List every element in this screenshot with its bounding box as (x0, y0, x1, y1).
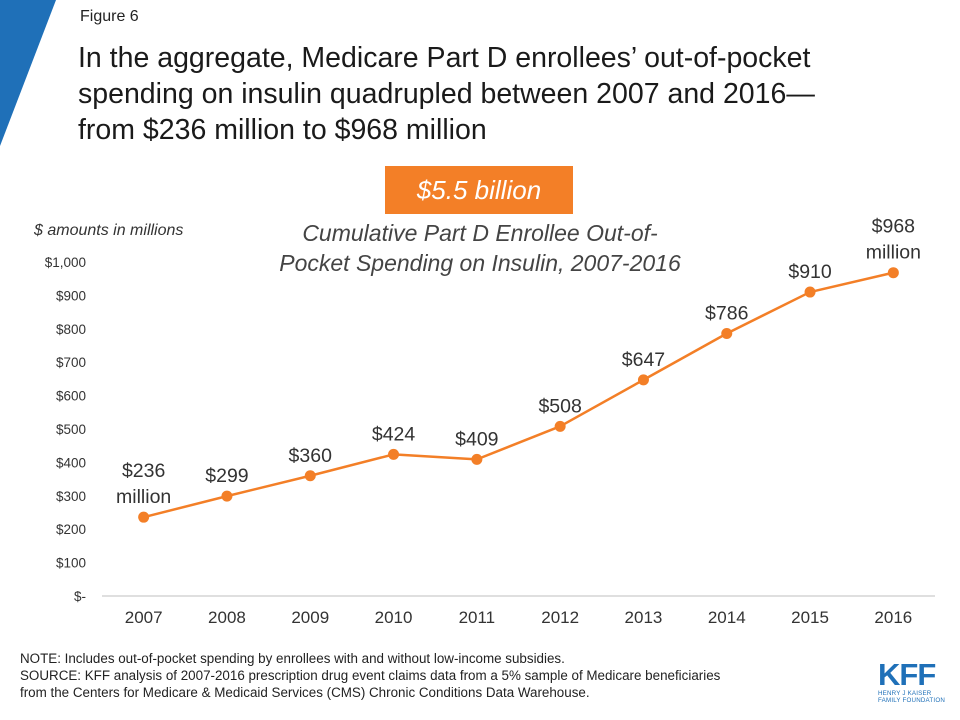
y-tick-label: $800 (56, 322, 86, 337)
y-tick-label: $100 (56, 556, 86, 571)
source-line: from the Centers for Medicare & Medicaid… (20, 685, 590, 700)
data-label: $236 (122, 460, 165, 482)
y-tick-label: $1,000 (45, 255, 86, 270)
data-label: $647 (622, 349, 665, 371)
data-label: million (866, 242, 921, 264)
figure-label: Figure 6 (80, 8, 139, 25)
headline: In the aggregate, Medicare Part D enroll… (78, 40, 938, 148)
y-tick-label: $900 (56, 288, 86, 303)
y-axis-units-label: $ amounts in millions (34, 222, 184, 239)
data-label: $508 (538, 395, 581, 417)
data-label: $424 (372, 423, 416, 445)
data-point (388, 448, 400, 460)
x-tick-label: 2012 (541, 608, 579, 627)
line-chart: $- $100 $200 $300 $400 $500 $600 $700 $800 $900 $1… (45, 216, 935, 627)
data-point (721, 327, 733, 339)
data-point (304, 470, 316, 482)
source-line: SOURCE: KFF analysis of 2007-2016 prescr… (20, 668, 721, 683)
chart-title-line: Pocket Spending on Insulin, 2007-2016 (279, 250, 681, 276)
data-label: $968 (872, 216, 915, 238)
notes: NOTE: Includes out-of-pocket spending by… (20, 650, 860, 701)
data-label: $299 (205, 465, 248, 487)
data-point (138, 511, 150, 523)
total-badge: $5.5 billion (385, 166, 573, 214)
data-point (554, 420, 566, 432)
data-label: $360 (289, 445, 333, 467)
headline-line: from $236 million to $968 million (78, 114, 487, 146)
data-point (221, 490, 233, 502)
y-tick-label: $600 (56, 389, 86, 404)
y-tick-label: $- (74, 589, 86, 604)
logo-subtitle: FAMILY FOUNDATION (878, 697, 945, 704)
headline-line: spending on insulin quadrupled between 2… (78, 78, 815, 110)
y-tick-label: $700 (56, 355, 86, 370)
x-tick-label: 2011 (459, 608, 496, 627)
data-label: $409 (455, 428, 498, 450)
note-line: NOTE: Includes out-of-pocket spending by… (20, 651, 565, 666)
chart-title-line: Cumulative Part D Enrollee Out-of- (302, 220, 658, 246)
x-tick-label: 2009 (291, 608, 329, 627)
y-tick-label: $400 (56, 455, 86, 470)
kff-logo: KFF HENRY J KAISER FAMILY FOUNDATION (878, 657, 948, 704)
y-tick-label: $500 (56, 422, 86, 437)
data-point (471, 453, 483, 465)
headline-line: In the aggregate, Medicare Part D enroll… (78, 42, 811, 74)
logo-mark: KFF (878, 657, 936, 692)
x-tick-label: 2014 (708, 608, 746, 627)
x-tick-label: 2015 (791, 608, 829, 627)
data-label: $910 (788, 261, 832, 283)
x-tick-label: 2010 (375, 608, 413, 627)
series-line (143, 271, 894, 519)
logo-subtitle: HENRY J KAISER (878, 690, 932, 697)
y-tick-label: $200 (56, 522, 86, 537)
chart-title: Cumulative Part D Enrollee Out-of- Pocke… (240, 218, 720, 278)
data-label: million (116, 486, 171, 508)
data-point (887, 267, 899, 279)
corner-accent-shape (0, 0, 56, 146)
data-point (804, 286, 816, 298)
x-tick-label: 2008 (208, 608, 246, 627)
x-tick-label: 2007 (125, 608, 163, 627)
data-label: $786 (705, 302, 748, 324)
data-point (637, 374, 649, 386)
x-tick-label: 2016 (874, 608, 912, 627)
x-tick-label: 2013 (625, 608, 663, 627)
y-tick-label: $300 (56, 489, 86, 504)
